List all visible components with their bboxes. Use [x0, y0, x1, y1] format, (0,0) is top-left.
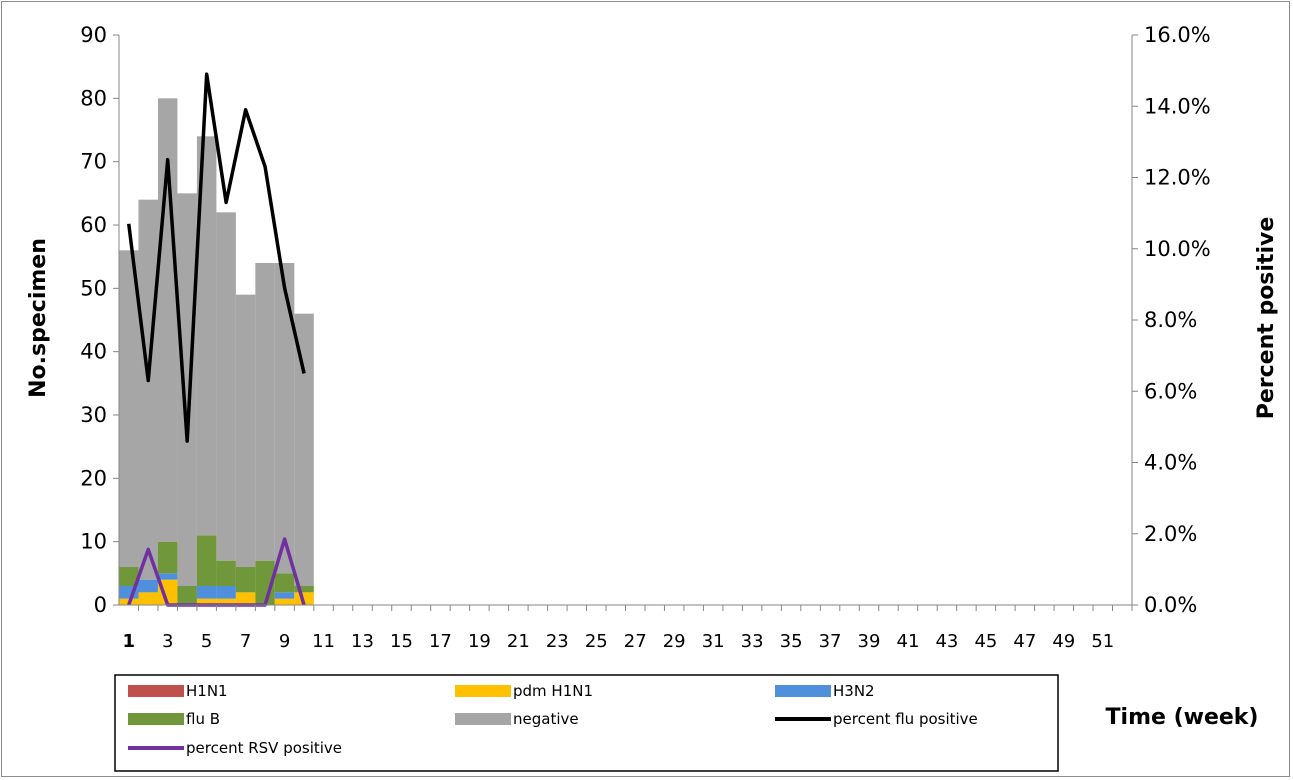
legend-item-label: negative	[513, 710, 579, 728]
axes-group: 0 10 20 30 40 50 60 70 80 90 0.0% 2.0% 4.0% 6.0% 8.0% 1…	[80, 23, 1210, 652]
bar-flu-b-week-6	[216, 560, 236, 586]
bar-negative-week-1	[119, 250, 139, 568]
bar-pdm-h1n1-week-9	[274, 598, 295, 605]
y-tick-label: 0	[94, 593, 107, 617]
y-tick-label: 60	[80, 213, 107, 237]
bar-flu-b-week-3	[157, 541, 178, 574]
legend: H1N1 pdm H1N1 H3N2 flu B negative percent flu…	[114, 674, 1059, 772]
legend-swatch	[455, 713, 511, 725]
x-tick-label: 27	[624, 631, 647, 652]
y2-tick-label: 0.0%	[1144, 593, 1197, 617]
x-tick-label: 47	[1013, 631, 1036, 652]
bar-negative-week-7	[235, 294, 256, 567]
bar-flu-b-week-4	[177, 586, 197, 605]
x-tick-label: 37	[819, 631, 842, 652]
bar-negative-week-8	[255, 263, 275, 561]
y2-tick-label: 16.0%	[1144, 23, 1211, 47]
line-percent-flu-positive	[127, 72, 306, 443]
legend-item-label: percent RSV positive	[186, 739, 342, 757]
x-tick-label: 35	[780, 631, 803, 652]
x-tick-label: 1	[122, 631, 135, 652]
legend-swatch	[455, 685, 511, 697]
bar-flu-b-week-5	[196, 535, 217, 586]
x-tick-label: 21	[507, 631, 530, 652]
y-tick-label: 30	[80, 403, 107, 427]
x-tick-label: 25	[585, 631, 608, 652]
x-tick-label: 15	[390, 631, 413, 652]
bar-series-group	[119, 98, 314, 605]
bar-pdm-h1n1-week-6	[216, 598, 236, 605]
x-tick-label: 3	[162, 631, 173, 652]
bar-h3n2-week-5	[196, 586, 217, 599]
x-tick-label: 29	[663, 631, 686, 652]
y-tick-label: 20	[80, 466, 107, 490]
legend-item-label: pdm H1N1	[513, 682, 593, 700]
y-tick-label: 50	[80, 276, 107, 300]
x-tick-label: 33	[741, 631, 764, 652]
bar-h3n2-week-6	[216, 586, 236, 599]
legend-box	[114, 674, 1059, 772]
x-tick-label: 41	[897, 631, 920, 652]
x-tick-label: 5	[201, 631, 212, 652]
x-tick-label: 49	[1052, 631, 1075, 652]
x-tick-label: 9	[279, 631, 290, 652]
y2-tick-label: 8.0%	[1144, 308, 1197, 332]
x-tick-label: 31	[702, 631, 725, 652]
y2-axis-label: Percent positive	[1254, 217, 1279, 420]
bar-pdm-h1n1-week-5	[196, 598, 217, 605]
x-tick-label: 17	[429, 631, 452, 652]
bar-flu-b-week-9	[274, 573, 295, 593]
x-tick-label: 45	[974, 631, 997, 652]
bar-flu-b-week-7	[235, 567, 256, 593]
x-tick-label: 51	[1091, 631, 1114, 652]
bar-h3n2-week-9	[274, 592, 295, 599]
x-tick-label: 7	[240, 631, 251, 652]
bar-negative-week-5	[196, 136, 217, 536]
y-tick-label: 40	[80, 340, 107, 364]
bar-negative-week-4	[177, 193, 197, 587]
y2-tick-label: 4.0%	[1144, 451, 1197, 475]
legend-item-label: percent flu positive	[833, 710, 978, 728]
x-axis-label: Time (week)	[1106, 705, 1259, 730]
bar-pdm-h1n1-week-10	[294, 592, 314, 605]
y2-tick-label: 10.0%	[1144, 237, 1211, 261]
bar-negative-week-10	[294, 313, 314, 586]
y2-tick-label: 2.0%	[1144, 522, 1197, 546]
legend-item-label: flu B	[186, 710, 220, 728]
y-axis-label: No.specimen	[26, 238, 51, 398]
bar-negative-week-6	[216, 212, 236, 561]
y2-tick-label: 6.0%	[1144, 379, 1197, 403]
x-tick-label: 43	[935, 631, 958, 652]
y-tick-label: 10	[80, 530, 107, 554]
y-tick-label: 80	[80, 86, 107, 110]
y2-tick-label: 14.0%	[1144, 94, 1211, 118]
bar-flu-b-week-10	[294, 586, 314, 593]
bar-pdm-h1n1-week-2	[138, 592, 158, 605]
x-tick-label: 13	[351, 631, 374, 652]
bar-h3n2-week-3	[157, 573, 178, 580]
legend-item-label: H3N2	[833, 682, 875, 700]
x-tick-label: 11	[312, 631, 335, 652]
x-tick-label: 23	[546, 631, 569, 652]
bar-flu-b-week-1	[119, 567, 139, 586]
y-tick-label: 70	[80, 150, 107, 174]
bar-pdm-h1n1-week-7	[235, 592, 256, 605]
bar-negative-week-2	[138, 199, 158, 580]
legend-swatch	[775, 685, 831, 697]
legend-swatch	[128, 685, 184, 697]
legend-item-label: H1N1	[186, 682, 228, 700]
bar-negative-week-9	[274, 263, 295, 574]
x-tick-label: 19	[468, 631, 491, 652]
bar-h3n2-week-2	[138, 579, 158, 593]
y2-tick-label: 12.0%	[1144, 166, 1211, 190]
y-tick-label: 90	[80, 23, 107, 47]
x-tick-label: 39	[858, 631, 881, 652]
legend-swatch	[128, 713, 184, 725]
